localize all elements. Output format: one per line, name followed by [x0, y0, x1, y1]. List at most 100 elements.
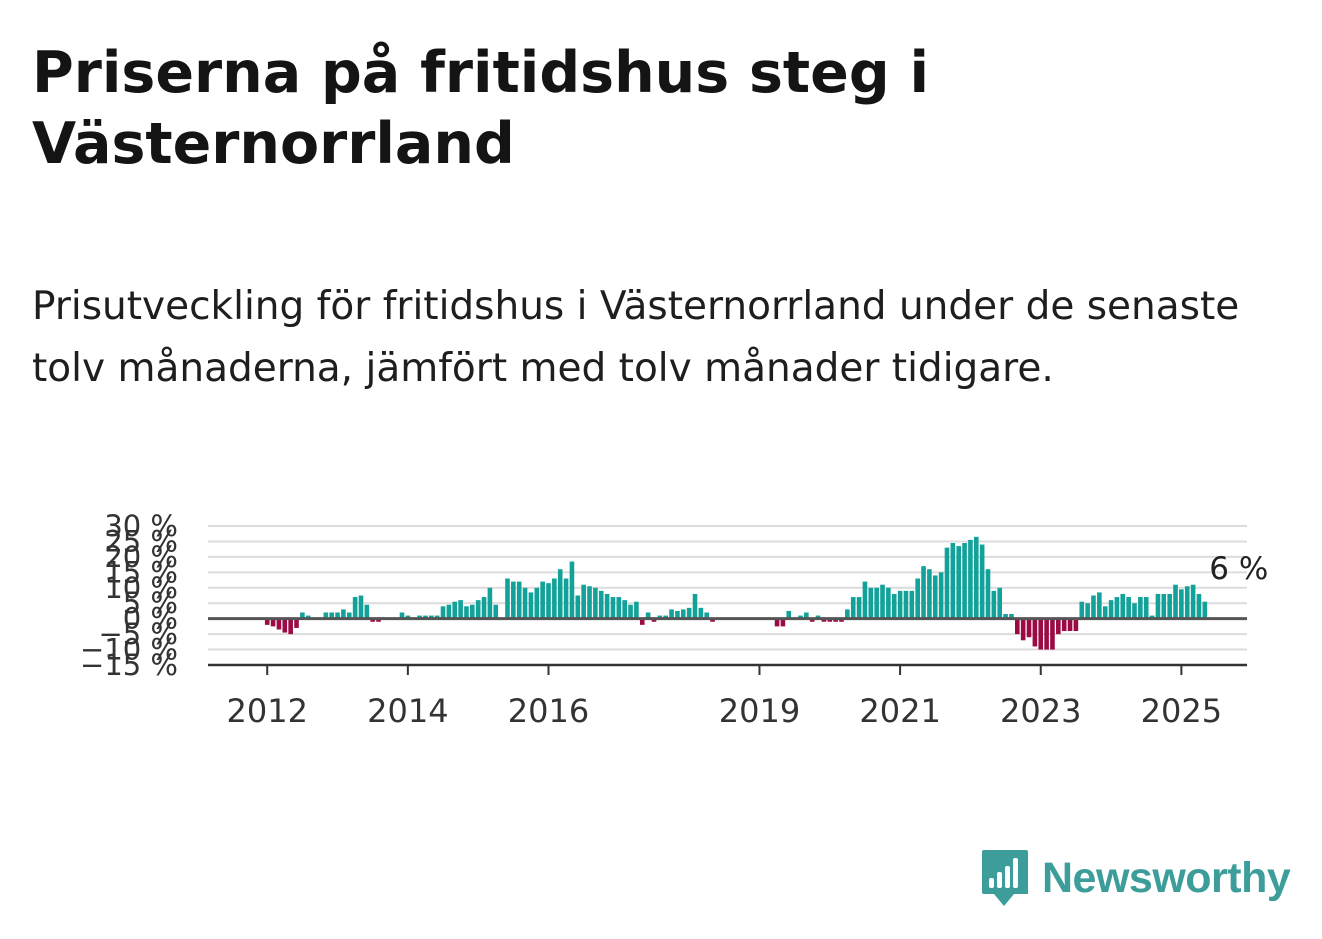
bar	[862, 581, 868, 619]
y-tick-label: −5 %	[98, 617, 178, 651]
bar	[839, 618, 844, 622]
bar	[909, 590, 915, 619]
bar	[845, 609, 850, 619]
bar	[1038, 618, 1044, 650]
bar	[1155, 593, 1161, 619]
y-tick-label: 15 %	[104, 555, 178, 589]
bar	[938, 572, 944, 619]
bar	[1132, 603, 1137, 619]
x-axis-labels: 2012 2014 2016 2019 2021 2023 2025	[227, 665, 1222, 730]
bar	[1097, 592, 1102, 619]
bar	[833, 618, 838, 622]
bar	[405, 615, 411, 619]
bar	[598, 590, 604, 619]
bar	[335, 612, 340, 619]
bar	[440, 606, 446, 619]
bar	[493, 604, 499, 619]
bar	[511, 581, 516, 619]
bar	[1108, 600, 1114, 619]
bar	[1061, 618, 1067, 632]
bar	[634, 601, 639, 619]
chart-title: Priserna på fritidshus steg i Västernorr…	[32, 40, 930, 177]
bar	[886, 587, 891, 619]
bar	[704, 612, 710, 619]
bar	[1015, 618, 1020, 635]
bar	[1114, 597, 1120, 619]
last-value-annotation: 6 %	[1209, 551, 1268, 587]
bar	[288, 618, 293, 635]
bar	[1032, 618, 1038, 647]
bar	[1202, 601, 1208, 619]
bar	[680, 609, 686, 619]
bar	[944, 547, 950, 619]
bar	[856, 597, 862, 619]
bar	[675, 610, 680, 619]
bar	[950, 542, 956, 619]
bar	[264, 618, 270, 625]
bar	[804, 612, 809, 619]
x-tick-label: 2021	[859, 692, 940, 730]
y-tick-label: 25 %	[104, 524, 178, 558]
bar	[973, 536, 979, 619]
bar	[446, 604, 452, 619]
x-tick-label: 2019	[719, 692, 800, 730]
bar	[540, 581, 545, 619]
x-tick-label: 2023	[1000, 692, 1081, 730]
grid-lines	[208, 525, 1247, 651]
bar	[575, 595, 581, 619]
bar	[376, 618, 381, 622]
x-tick-label: 2025	[1141, 692, 1222, 730]
bar	[346, 612, 352, 619]
bar	[1173, 584, 1178, 619]
bar	[651, 618, 657, 622]
y-tick-label: 0 %	[123, 602, 178, 636]
bar	[581, 584, 586, 619]
chart-subtitle: Prisutveckling för fritidshus i Västerno…	[32, 284, 1240, 391]
newsworthy-logo: Newsworthy	[980, 848, 1291, 908]
bar	[1190, 584, 1196, 619]
x-tick-label: 2016	[508, 692, 589, 730]
bar	[827, 618, 833, 622]
bar	[622, 600, 627, 619]
bar	[1138, 597, 1143, 619]
bar	[557, 569, 563, 619]
bar	[587, 586, 592, 619]
bar	[429, 615, 434, 619]
bar	[815, 615, 821, 619]
bar	[1056, 618, 1061, 635]
bar	[270, 618, 276, 627]
bar	[552, 578, 557, 619]
bar	[1009, 614, 1014, 619]
bar	[991, 590, 997, 619]
bar	[868, 587, 874, 619]
bar	[534, 587, 540, 619]
bar	[569, 561, 575, 619]
bar	[294, 618, 299, 628]
bar	[927, 569, 932, 619]
bar	[874, 587, 879, 619]
bar	[516, 581, 522, 619]
bar	[563, 578, 569, 619]
bar	[487, 587, 493, 619]
bar	[470, 604, 475, 619]
bar	[1179, 589, 1184, 619]
bar	[891, 593, 897, 619]
bar	[932, 575, 938, 619]
axes	[208, 617, 1247, 667]
newsworthy-logo-text: Newsworthy	[1042, 853, 1291, 902]
bar	[698, 607, 704, 619]
bar	[1085, 603, 1090, 619]
bar	[423, 615, 428, 619]
bar	[276, 618, 282, 630]
bar	[657, 615, 663, 619]
bars	[264, 536, 1208, 650]
y-tick-label: 20 %	[104, 540, 178, 574]
bar	[850, 597, 856, 619]
y-axis-labels: −15 %−10 %−5 %0 %5 %10 %15 %20 %25 %30 %	[80, 509, 178, 682]
annotations: 6 %	[1209, 551, 1268, 587]
bar	[329, 612, 334, 619]
bar	[1026, 618, 1032, 638]
y-tick-label: 30 %	[104, 509, 178, 543]
bar	[821, 618, 827, 622]
bar	[962, 542, 967, 619]
